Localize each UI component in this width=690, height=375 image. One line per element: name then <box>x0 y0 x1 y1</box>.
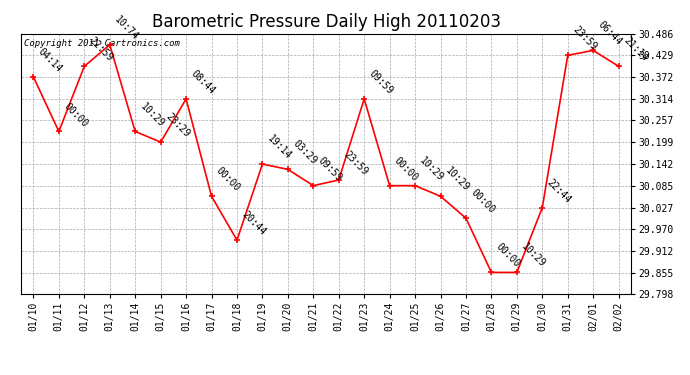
Title: Barometric Pressure Daily High 20110203: Barometric Pressure Daily High 20110203 <box>152 13 500 31</box>
Text: 00:00: 00:00 <box>393 155 420 183</box>
Text: 00:00: 00:00 <box>61 101 90 129</box>
Text: 23:29: 23:29 <box>164 111 191 140</box>
Text: 22:44: 22:44 <box>545 177 573 205</box>
Text: 21:14: 21:14 <box>622 36 649 63</box>
Text: 09:59: 09:59 <box>367 68 395 96</box>
Text: 00:00: 00:00 <box>494 242 522 270</box>
Text: 19:14: 19:14 <box>265 134 293 161</box>
Text: 23:59: 23:59 <box>571 25 598 52</box>
Text: 00:00: 00:00 <box>469 188 497 216</box>
Text: 10:74: 10:74 <box>112 14 140 42</box>
Text: 10:29: 10:29 <box>418 155 446 183</box>
Text: 10:29: 10:29 <box>520 242 547 270</box>
Text: 04:14: 04:14 <box>36 46 64 74</box>
Text: Copyright 2011 Cartronics.com: Copyright 2011 Cartronics.com <box>23 39 179 48</box>
Text: 22:59: 22:59 <box>87 36 115 63</box>
Text: 03:29: 03:29 <box>290 139 319 166</box>
Text: 06:44: 06:44 <box>596 20 624 48</box>
Text: 23:59: 23:59 <box>342 149 369 177</box>
Text: 10:29: 10:29 <box>138 101 166 129</box>
Text: 08:44: 08:44 <box>189 68 217 96</box>
Text: 20:44: 20:44 <box>239 210 268 237</box>
Text: 00:00: 00:00 <box>215 166 242 194</box>
Text: 10:29: 10:29 <box>443 166 471 194</box>
Text: 09:59: 09:59 <box>316 155 344 183</box>
